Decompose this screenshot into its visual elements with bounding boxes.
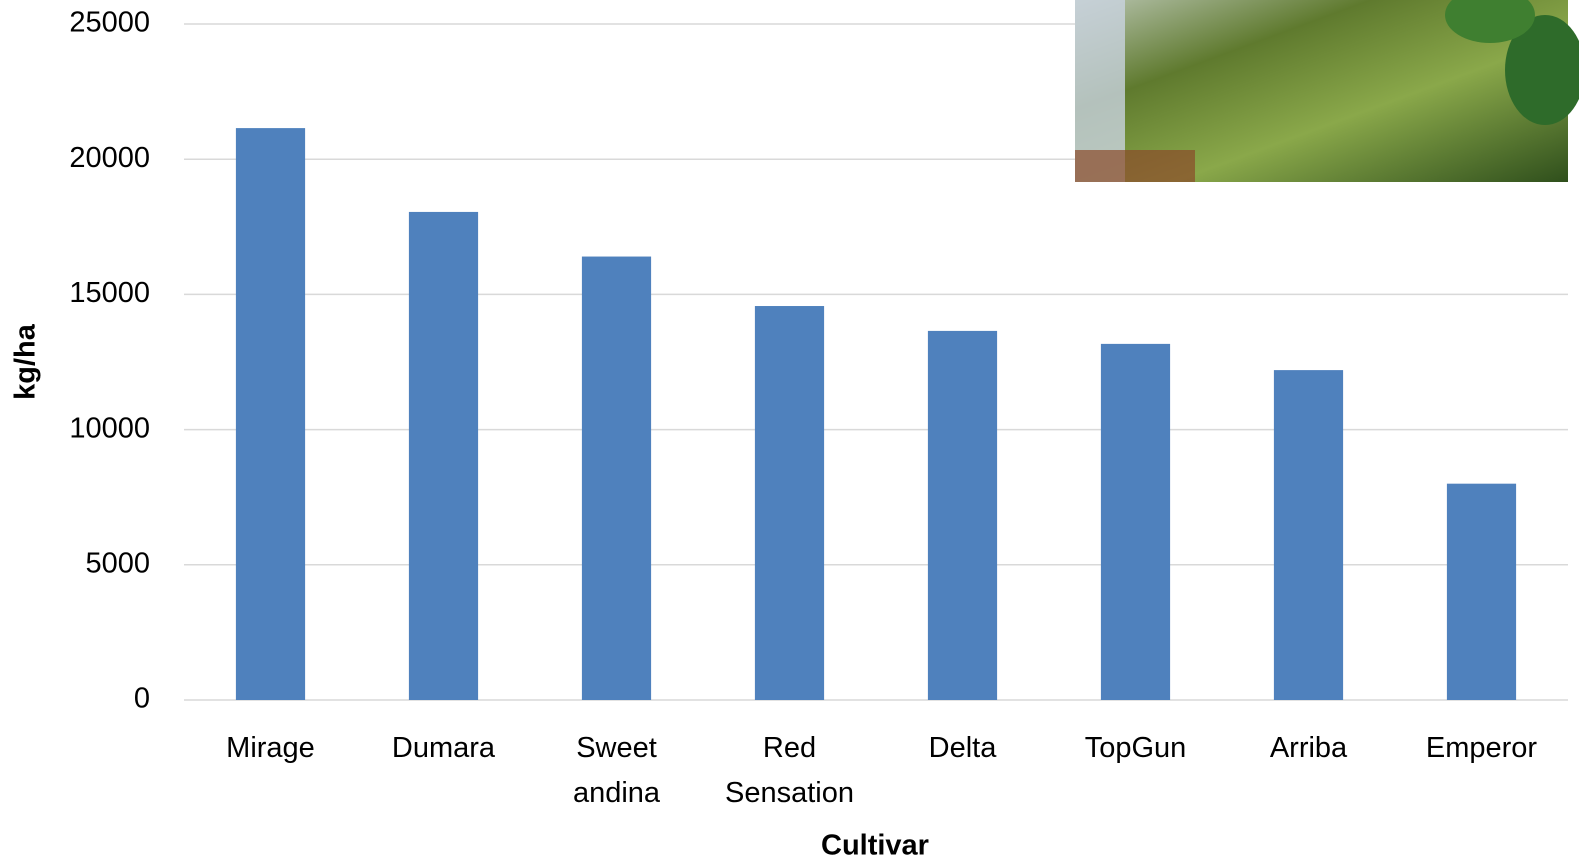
y-tick-label: 10000: [69, 412, 150, 444]
bar: [235, 128, 306, 700]
y-tick-label: 20000: [69, 142, 150, 174]
x-tick-label: TopGun: [1084, 732, 1187, 764]
x-tick-label: Emperor: [1425, 732, 1538, 764]
x-tick-label: Dumara: [391, 732, 496, 764]
y-tick-label: 15000: [69, 277, 150, 309]
y-tick-label: 25000: [69, 7, 150, 39]
bar: [754, 306, 825, 700]
y-tick-label: 5000: [85, 547, 150, 579]
x-tick-label: Arriba: [1269, 732, 1348, 764]
x-tick-label: Mirage: [226, 732, 315, 764]
bar: [1446, 483, 1517, 700]
bar: [927, 330, 998, 700]
bar: [1273, 370, 1344, 700]
y-axis-title: kg/ha: [10, 323, 42, 400]
x-axis-title: Cultivar: [821, 830, 929, 862]
x-tick-label: Delta: [928, 732, 997, 764]
bar: [1100, 343, 1171, 700]
y-tick-label: 0: [134, 683, 150, 715]
photo: [1075, 0, 1579, 182]
bar: [581, 256, 652, 700]
bar: [408, 211, 479, 701]
x-tick-label: Sweet andina: [572, 732, 661, 809]
x-tick-label: Red Sensation: [725, 732, 854, 809]
